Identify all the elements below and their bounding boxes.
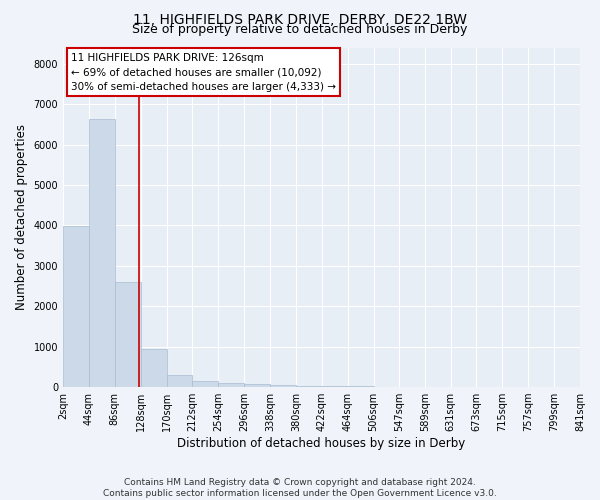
Bar — [193, 381, 218, 387]
Bar — [374, 386, 399, 387]
Bar — [348, 386, 374, 387]
Bar — [244, 384, 270, 387]
X-axis label: Distribution of detached houses by size in Derby: Distribution of detached houses by size … — [178, 437, 466, 450]
Bar — [115, 282, 140, 387]
Bar — [140, 350, 167, 387]
Y-axis label: Number of detached properties: Number of detached properties — [15, 124, 28, 310]
Bar — [270, 386, 296, 387]
Text: Size of property relative to detached houses in Derby: Size of property relative to detached ho… — [133, 22, 467, 36]
Bar — [218, 383, 244, 387]
Bar — [296, 386, 322, 387]
Bar — [167, 376, 193, 387]
Text: 11, HIGHFIELDS PARK DRIVE, DERBY, DE22 1BW: 11, HIGHFIELDS PARK DRIVE, DERBY, DE22 1… — [133, 12, 467, 26]
Text: Contains HM Land Registry data © Crown copyright and database right 2024.
Contai: Contains HM Land Registry data © Crown c… — [103, 478, 497, 498]
Text: 11 HIGHFIELDS PARK DRIVE: 126sqm
← 69% of detached houses are smaller (10,092)
3: 11 HIGHFIELDS PARK DRIVE: 126sqm ← 69% o… — [71, 52, 336, 92]
Bar — [63, 226, 89, 387]
Bar — [322, 386, 348, 387]
Bar — [89, 120, 115, 387]
